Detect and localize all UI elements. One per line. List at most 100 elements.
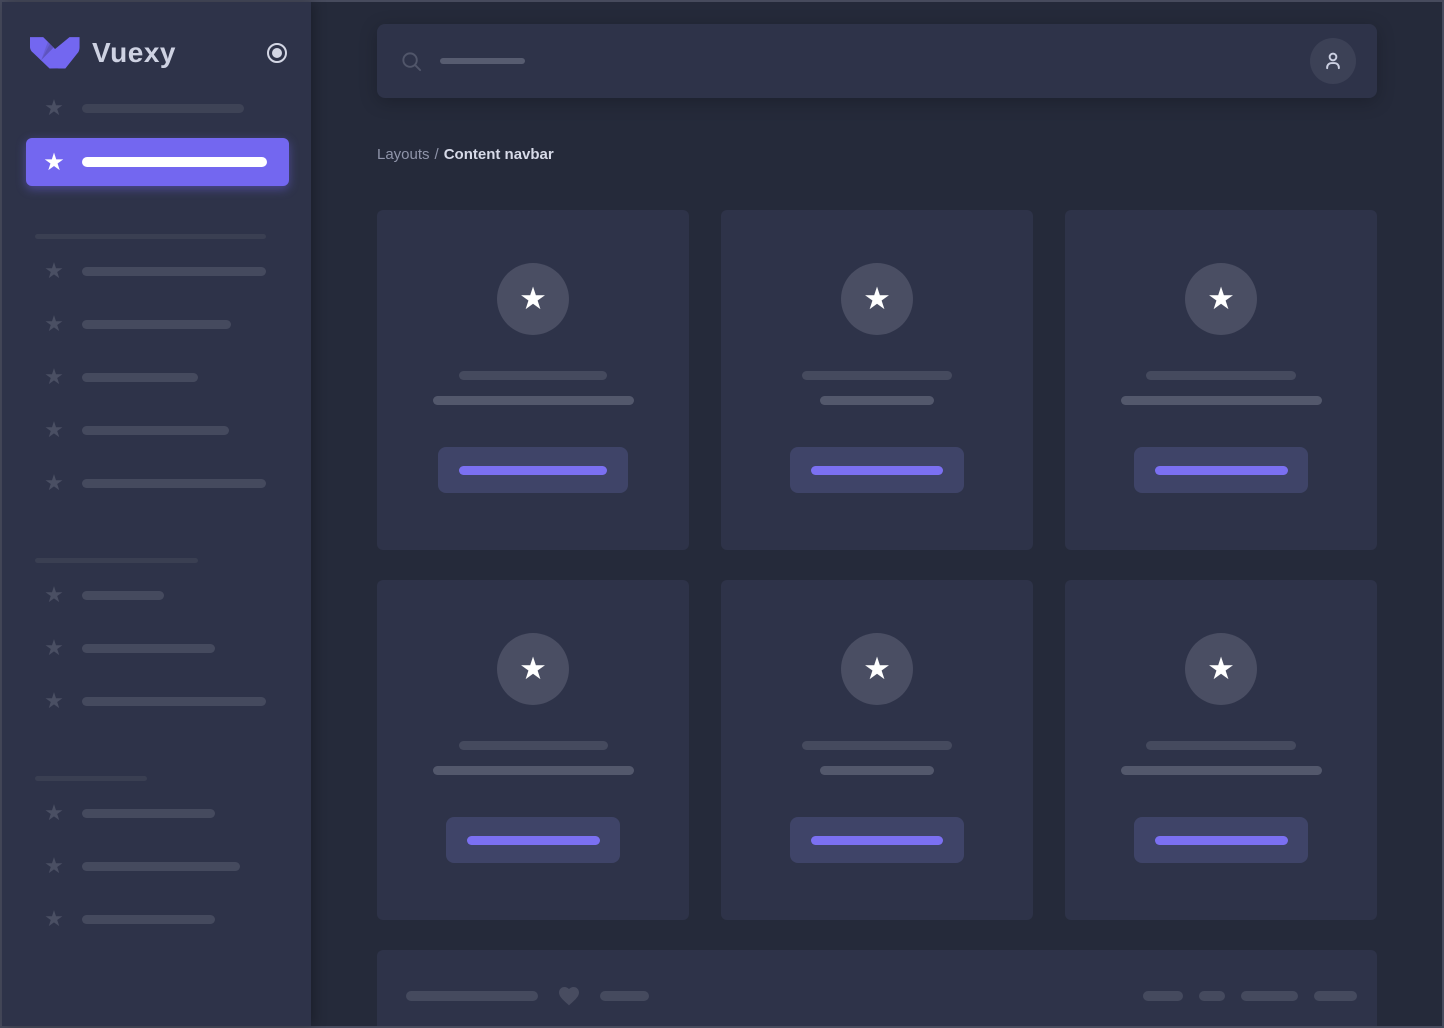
sidebar-item-label-bar (82, 915, 215, 924)
card-action-button[interactable] (446, 817, 620, 863)
card-title-bar (458, 741, 608, 750)
star-icon: ★ (44, 95, 64, 121)
sidebar-item[interactable]: ★ (26, 622, 289, 675)
user-avatar[interactable] (1310, 38, 1356, 84)
sidebar-item-label-bar (82, 862, 240, 871)
card-action-button[interactable] (1134, 817, 1308, 863)
sidebar-section-header (35, 558, 289, 563)
card-title-bar (1146, 371, 1296, 380)
sidebar-item-label-bar (82, 157, 267, 167)
card-subtitle-bar (1120, 396, 1322, 405)
star-icon: ★ (44, 582, 64, 608)
star-icon: ★ (44, 688, 64, 714)
sidebar-item-label-bar (82, 373, 198, 382)
sidebar-item-label-bar (82, 644, 215, 653)
sidebar-item[interactable]: ★ (26, 840, 289, 893)
breadcrumb-parent[interactable]: Layouts (377, 146, 430, 163)
star-icon: ★ (43, 148, 65, 176)
sidebar-item-label-bar (82, 697, 266, 706)
footer-text-bar (1199, 991, 1225, 1001)
sidebar-item[interactable]: ★ (26, 675, 289, 728)
sidebar-item[interactable]: ★ (26, 893, 289, 946)
sidebar-section-header (35, 234, 289, 239)
star-icon: ★ (44, 470, 64, 496)
sidebar-item-label-bar (82, 479, 266, 488)
placeholder-card: ★ (721, 580, 1033, 920)
card-subtitle-bar (432, 766, 634, 775)
star-icon: ★ (44, 853, 64, 879)
sidebar-item-label-bar (82, 320, 231, 329)
card-action-button[interactable] (790, 447, 964, 493)
sidebar-logo-row: Vuexy (30, 32, 287, 74)
star-icon: ★ (44, 364, 64, 390)
sidebar-nav: ★ ★ ★ ★ ★ ★ ★ ★ ★ ★ ★ ★ ★ (2, 82, 311, 946)
star-icon: ★ (44, 906, 64, 932)
star-icon: ★ (519, 650, 547, 687)
card-action-button[interactable] (790, 817, 964, 863)
card-subtitle-bar (1120, 766, 1322, 775)
sidebar-item[interactable]: ★ (26, 245, 289, 298)
section-title-bar (35, 234, 266, 239)
card-title-bar (1146, 741, 1296, 750)
star-icon: ★ (863, 280, 891, 317)
footer-text-bar (406, 991, 538, 1001)
sidebar-item[interactable]: ★ (26, 569, 289, 622)
card-subtitle-bar (432, 396, 634, 405)
sidebar-item[interactable]: ★ (26, 351, 289, 404)
card-avatar: ★ (1185, 263, 1257, 335)
card-action-button[interactable] (438, 447, 628, 493)
star-icon: ★ (863, 650, 891, 687)
star-icon: ★ (519, 280, 547, 317)
breadcrumb: Layouts / Content navbar (377, 146, 1377, 164)
card-subtitle-bar (820, 396, 934, 405)
sidebar-item[interactable]: ★ (26, 457, 289, 510)
sidebar-item-label-bar (82, 426, 229, 435)
section-title-bar (35, 558, 198, 563)
sidebar-item-label-bar (82, 809, 215, 818)
search-placeholder-bar[interactable] (440, 58, 525, 64)
footer-text-bar (1143, 991, 1183, 1001)
card-title-bar (459, 371, 607, 380)
sidebar-item[interactable]: ★ (26, 787, 289, 840)
card-title-bar (802, 371, 952, 380)
vuexy-logo-icon (30, 36, 80, 70)
star-icon: ★ (44, 258, 64, 284)
placeholder-card: ★ (721, 210, 1033, 550)
sidebar: Vuexy ★ ★ ★ ★ ★ ★ ★ ★ ★ ★ (2, 2, 311, 1026)
star-icon: ★ (1207, 650, 1235, 687)
placeholder-card: ★ (377, 580, 689, 920)
card-action-button[interactable] (1134, 447, 1308, 493)
placeholder-card: ★ (1065, 210, 1377, 550)
footer-right-group (1143, 985, 1357, 1007)
sidebar-item[interactable]: ★ (26, 298, 289, 351)
main-content: Layouts / Content navbar ★ ★ ★ ★ (311, 2, 1442, 1026)
sidebar-item[interactable]: ★ (26, 82, 289, 135)
star-icon: ★ (44, 311, 64, 337)
sidebar-item-active[interactable]: ★ (26, 138, 289, 186)
menu-collapse-toggle-icon[interactable] (267, 43, 287, 63)
card-avatar: ★ (497, 633, 569, 705)
search-icon[interactable] (400, 50, 423, 73)
top-navbar (377, 24, 1377, 98)
placeholder-card: ★ (377, 210, 689, 550)
card-grid: ★ ★ ★ ★ ★ (377, 210, 1377, 920)
app-title: Vuexy (92, 37, 176, 68)
heart-icon (557, 984, 581, 1008)
section-title-bar (35, 776, 147, 781)
button-label-bar (459, 465, 607, 475)
button-label-bar (1154, 465, 1288, 475)
button-label-bar (811, 835, 943, 845)
sidebar-item-label-bar (82, 267, 266, 276)
card-avatar: ★ (1185, 633, 1257, 705)
breadcrumb-separator: / (434, 146, 439, 163)
button-label-bar (811, 465, 943, 475)
sidebar-item[interactable]: ★ (26, 404, 289, 457)
toggle-dot (272, 48, 282, 58)
card-avatar: ★ (841, 633, 913, 705)
sidebar-section-header (35, 776, 289, 781)
card-title-bar (802, 741, 952, 750)
sidebar-item-label-bar (82, 104, 244, 113)
card-subtitle-bar (820, 766, 934, 775)
star-icon: ★ (1207, 280, 1235, 317)
